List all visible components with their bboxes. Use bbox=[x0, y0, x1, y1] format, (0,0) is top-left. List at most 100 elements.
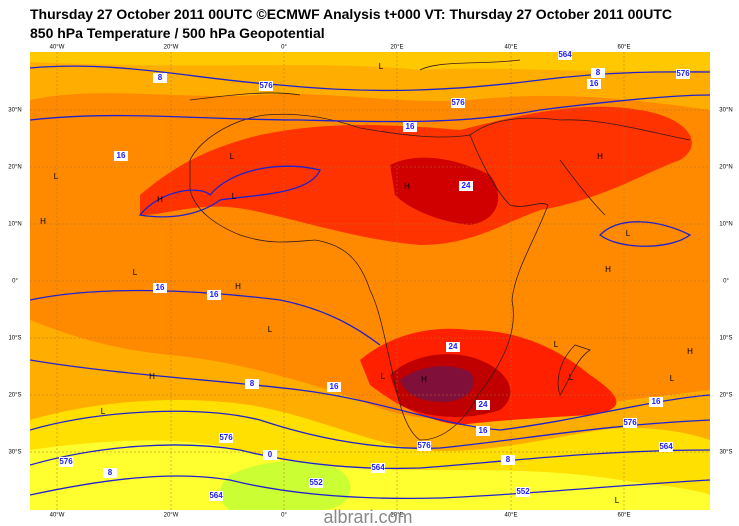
longitude-label: 40°W bbox=[50, 513, 65, 519]
latitude-label: 30°S bbox=[719, 450, 732, 456]
contour-label-box bbox=[327, 382, 341, 392]
contour-label-box bbox=[59, 457, 73, 467]
contour-label-box bbox=[476, 426, 490, 436]
pressure-system: H bbox=[421, 375, 427, 384]
contour-label: 564 bbox=[371, 463, 385, 472]
pressure-system: H bbox=[40, 217, 46, 226]
longitude-label: 40°W bbox=[50, 45, 65, 51]
longitude-label: 40°E bbox=[504, 513, 517, 519]
pressure-system: H bbox=[157, 195, 163, 204]
pressure-system: L bbox=[554, 340, 559, 349]
contour-label-box bbox=[516, 487, 530, 497]
latitude-label: 30°N bbox=[719, 108, 732, 114]
longitude-label: 40°E bbox=[504, 45, 517, 51]
latitude-label: 30°N bbox=[8, 108, 21, 114]
contour-label: 24 bbox=[449, 342, 458, 351]
pressure-system: L bbox=[381, 372, 386, 381]
contour-label: 576 bbox=[623, 418, 637, 427]
pressure-system: L bbox=[101, 407, 106, 416]
contour-label-box bbox=[153, 283, 167, 293]
pressure-system: L bbox=[615, 496, 620, 505]
contour-label: 0 bbox=[268, 450, 273, 459]
contour-label: 552 bbox=[309, 478, 323, 487]
contour-label-box bbox=[219, 433, 233, 443]
pressure-system: L bbox=[379, 62, 384, 71]
latitude-label: 20°N bbox=[719, 165, 732, 171]
contour-label: 576 bbox=[219, 433, 233, 442]
temperature-field bbox=[30, 52, 710, 510]
contour-label: 16 bbox=[330, 382, 339, 391]
pressure-system: L bbox=[626, 229, 631, 238]
contour-label: 16 bbox=[117, 151, 126, 160]
contour-label: 576 bbox=[259, 81, 273, 90]
contour-label-box bbox=[417, 441, 431, 451]
contour-label-box bbox=[676, 69, 690, 79]
pressure-system: H bbox=[235, 282, 241, 291]
contour-label-box bbox=[558, 50, 572, 60]
contour-label-box bbox=[245, 379, 259, 389]
latitude-label: 0° bbox=[723, 279, 729, 285]
longitude-label: 20°W bbox=[164, 513, 179, 519]
latitude-label: 10°N bbox=[719, 222, 732, 228]
contour-label: 576 bbox=[676, 69, 690, 78]
contour-label-box bbox=[459, 181, 473, 191]
contour-label-box bbox=[659, 442, 673, 452]
contour-label: 8 bbox=[596, 68, 601, 77]
contour-label-box bbox=[371, 463, 385, 473]
longitude-label: 20°E bbox=[390, 513, 403, 519]
contour-label: 8 bbox=[506, 455, 511, 464]
contour-label-box bbox=[263, 450, 277, 460]
pressure-system: H bbox=[605, 265, 611, 274]
contour-label-box bbox=[209, 491, 223, 501]
pressure-system: H bbox=[149, 372, 155, 381]
pressure-system: L bbox=[268, 325, 273, 334]
contour-label: 16 bbox=[210, 290, 219, 299]
longitude-label: 60°E bbox=[617, 513, 630, 519]
contour-label-box bbox=[309, 478, 323, 488]
contour-label: 16 bbox=[652, 397, 661, 406]
contour-label-box bbox=[451, 98, 465, 108]
pressure-system: H bbox=[404, 182, 410, 191]
contour-label: 16 bbox=[590, 79, 599, 88]
latitude-label: 0° bbox=[12, 279, 18, 285]
contour-label-box bbox=[446, 342, 460, 352]
contour-label-box bbox=[259, 81, 273, 91]
contour-label: 8 bbox=[250, 379, 255, 388]
latitude-label: 20°S bbox=[719, 393, 732, 399]
pressure-system: H bbox=[597, 152, 603, 161]
contour-label: 564 bbox=[659, 442, 673, 451]
contour-label: 8 bbox=[158, 73, 163, 82]
contour-label-box bbox=[587, 79, 601, 89]
longitude-label: 0° bbox=[281, 513, 287, 519]
pressure-system: L bbox=[232, 192, 237, 201]
longitude-label: 60°E bbox=[617, 45, 630, 51]
contour-label: 8 bbox=[108, 468, 113, 477]
contour-label-box bbox=[501, 455, 515, 465]
latitude-label: 10°S bbox=[719, 336, 732, 342]
title: Thursday 27 October 2011 00UTC ©ECMWF An… bbox=[30, 6, 672, 22]
contour-label-box bbox=[476, 400, 490, 410]
contour-label-box bbox=[103, 468, 117, 478]
contour-label: 576 bbox=[417, 441, 431, 450]
contour-label-box bbox=[153, 73, 167, 83]
longitude-label: 20°W bbox=[164, 45, 179, 51]
pressure-system: L bbox=[230, 152, 235, 161]
coastlines bbox=[189, 59, 691, 441]
contour-label: 576 bbox=[451, 98, 465, 107]
contour-label: 552 bbox=[516, 487, 530, 496]
latitude-label: 20°N bbox=[8, 165, 21, 171]
contour-label: 16 bbox=[156, 283, 165, 292]
contour-label: 16 bbox=[406, 122, 415, 131]
longitude-label: 20°E bbox=[390, 45, 403, 51]
contour-label: 16 bbox=[479, 426, 488, 435]
contour-label: 576 bbox=[59, 457, 73, 466]
pressure-system: L bbox=[54, 172, 59, 181]
contour-label-box bbox=[207, 290, 221, 300]
latitude-label: 10°N bbox=[8, 222, 21, 228]
contour-label: 564 bbox=[558, 50, 572, 59]
contour-label: 24 bbox=[462, 181, 471, 190]
watermark: albrari.com bbox=[323, 507, 412, 526]
contour-label-box bbox=[114, 151, 128, 161]
